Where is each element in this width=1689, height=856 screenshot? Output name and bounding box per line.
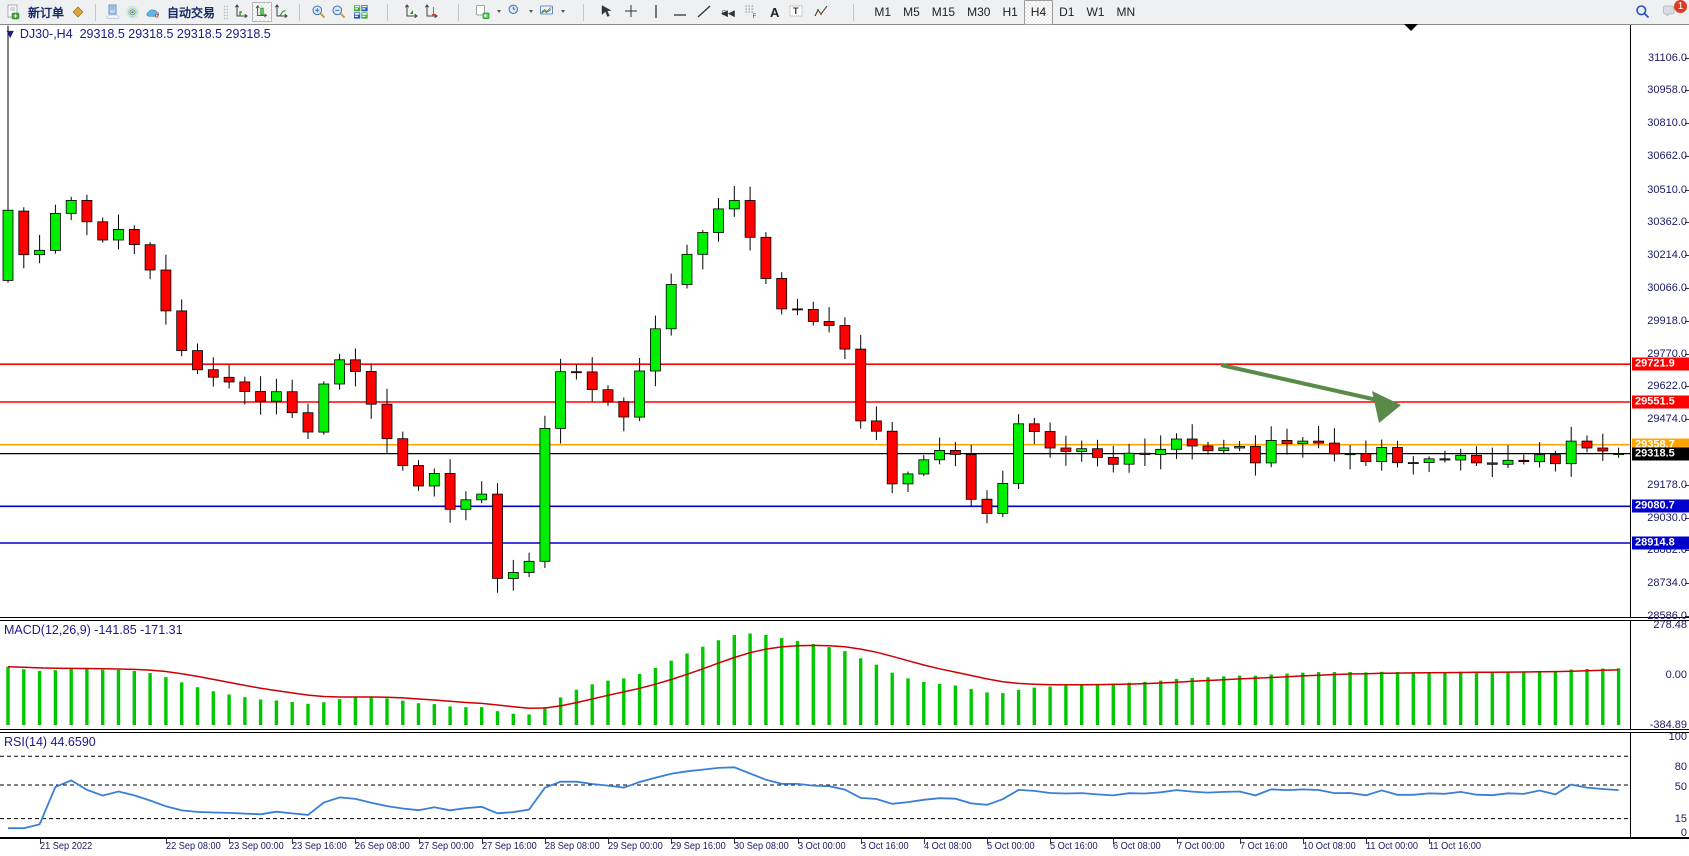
svg-text:E: E bbox=[722, 11, 726, 17]
svg-text:F: F bbox=[753, 14, 757, 20]
svg-text:T: T bbox=[793, 6, 799, 16]
